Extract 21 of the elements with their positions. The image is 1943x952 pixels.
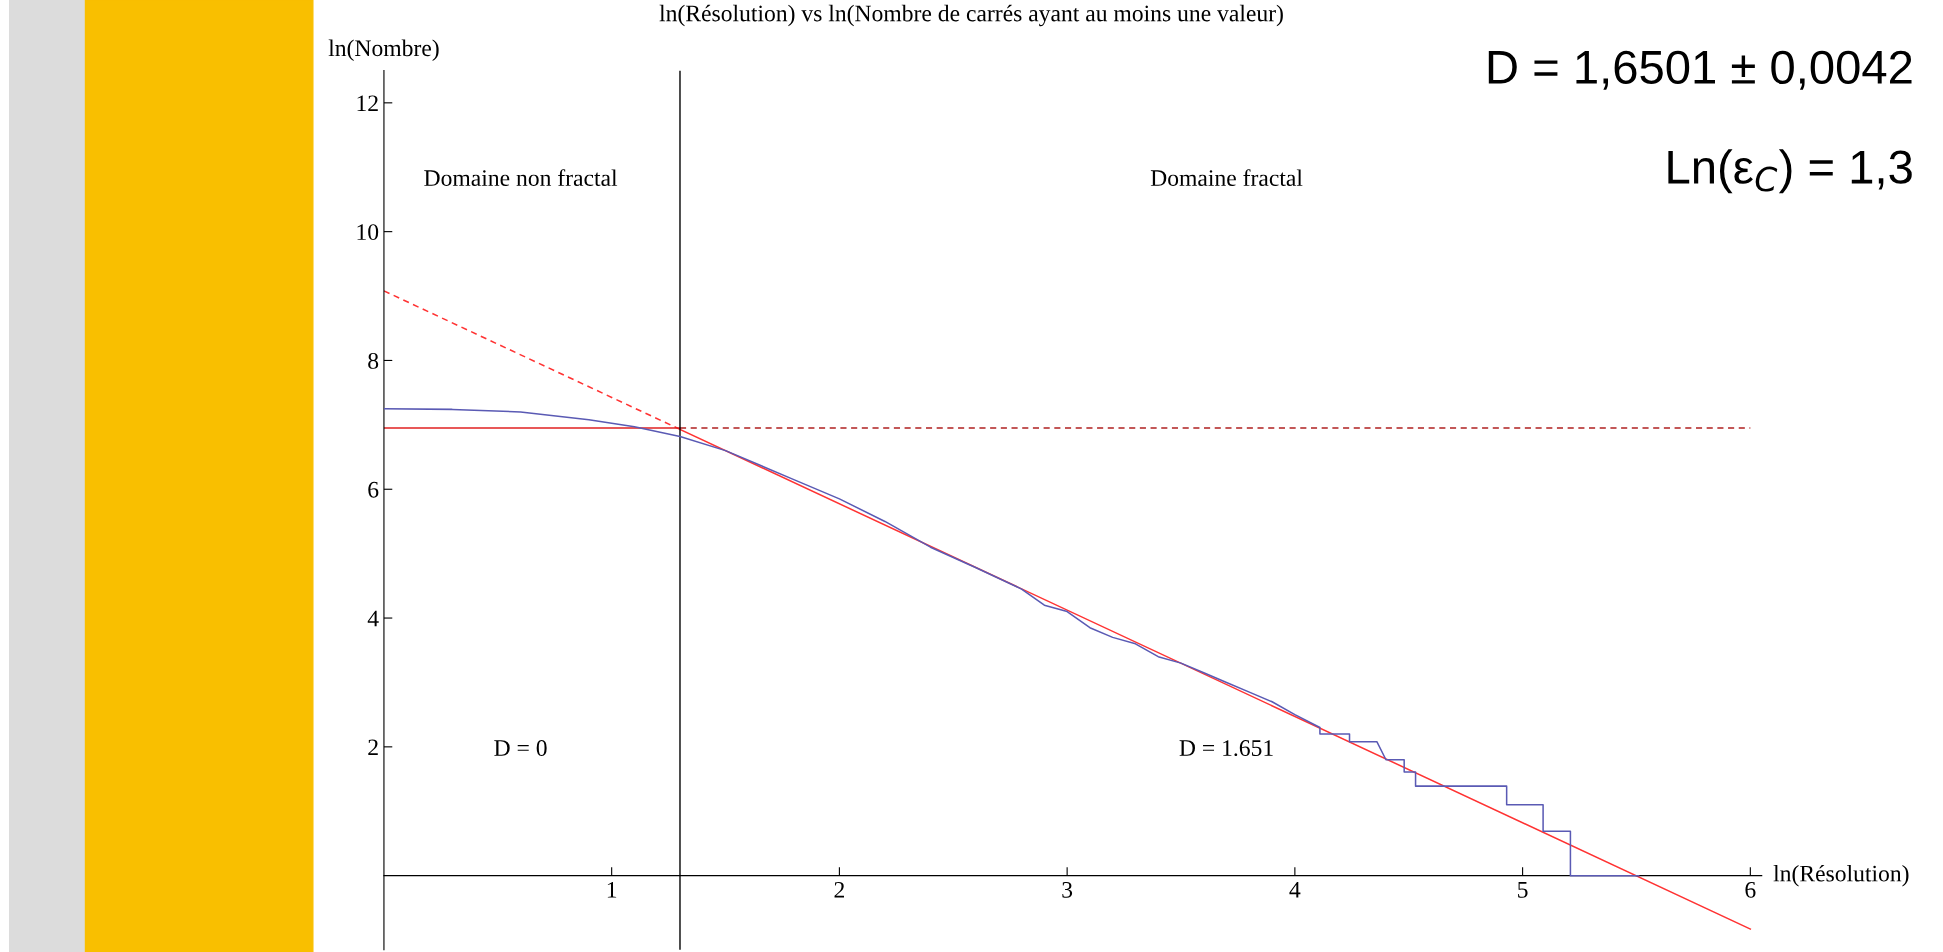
y-tick-label: 8 — [368, 352, 379, 369]
x-tick-label: 4 — [1289, 882, 1301, 898]
x-tick-label: 1 — [607, 881, 617, 898]
y-tick-label: 6 — [368, 481, 379, 498]
y-tick-label: 2 — [368, 739, 378, 756]
x-axis-title: ln(Résolution) — [1773, 864, 1909, 887]
annotation: D = 1.651 — [1179, 740, 1273, 757]
x-tick-label: 6 — [1745, 881, 1756, 898]
y-tick-label: 10 — [357, 224, 379, 241]
annotation: Domaine fractal — [1150, 169, 1303, 187]
y-axis-title: ln(Nombre) — [328, 39, 439, 61]
annotation: D = 0 — [494, 740, 547, 756]
annotation: Domaine non fractal — [424, 169, 618, 187]
x-tick-label: 3 — [1062, 881, 1073, 898]
annotation: D = 1,6501 ± 0,0042 — [1488, 50, 1912, 90]
x-tick-label: 2 — [834, 881, 844, 898]
chart-title: ln(Résolution) vs ln(Nombre de carrés ayant au moins une valeur) — [659, 4, 1283, 27]
x-tick-label: 5 — [1518, 882, 1528, 898]
y-tick-label: 12 — [357, 95, 378, 112]
y-tick-label: 4 — [367, 610, 379, 627]
annotation: Ln(ε$_{C}$) = 1,3 — [1668, 149, 1912, 194]
